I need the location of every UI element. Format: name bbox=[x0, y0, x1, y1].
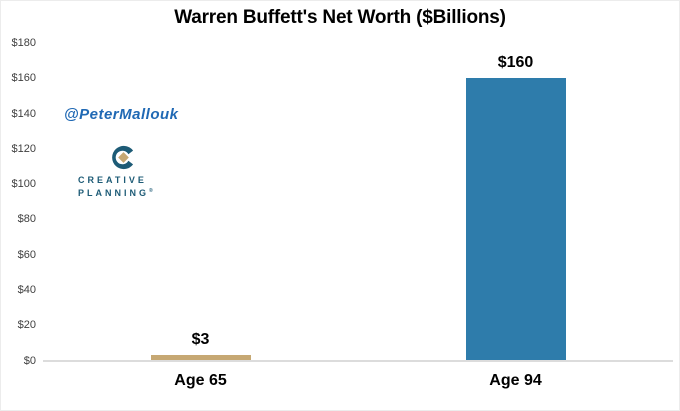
creative-planning-c-diamond-icon bbox=[111, 145, 133, 170]
y-tick-label: $180 bbox=[11, 37, 36, 49]
registered-mark: ® bbox=[149, 188, 153, 194]
logo-text-creative: CREATIVE bbox=[78, 175, 147, 185]
y-tick-label: $100 bbox=[11, 178, 36, 191]
bar-value-label: $160 bbox=[497, 54, 534, 72]
chart-title: Warren Buffett's Net Worth ($Billions) bbox=[174, 7, 506, 28]
bar-age-94 bbox=[465, 78, 566, 361]
bar-age-65 bbox=[150, 355, 251, 361]
x-category-label: Age 65 bbox=[174, 372, 227, 389]
y-axis: $0 $20 $40 $60 $80 $100 $120 $140 $160 $180 bbox=[0, 0, 36, 411]
x-axis-line bbox=[43, 359, 673, 362]
watermark-text: @PeterMallouk bbox=[64, 106, 179, 123]
y-tick-label: $160 bbox=[11, 72, 36, 85]
y-tick-label: $20 bbox=[17, 319, 36, 332]
bar-value-label: $3 bbox=[191, 331, 210, 349]
logo-text-planning: PLANNING® bbox=[78, 188, 153, 198]
y-tick-label: $60 bbox=[17, 248, 36, 261]
creative-planning-logo: CREATIVE PLANNING® bbox=[78, 144, 168, 199]
y-tick-label: $140 bbox=[11, 107, 36, 120]
y-tick-label: $0 bbox=[23, 354, 36, 367]
y-tick-label: $80 bbox=[17, 213, 36, 226]
x-category-label: Age 94 bbox=[489, 372, 542, 389]
y-tick-label: $40 bbox=[17, 283, 36, 296]
y-tick-label: $120 bbox=[11, 142, 36, 155]
